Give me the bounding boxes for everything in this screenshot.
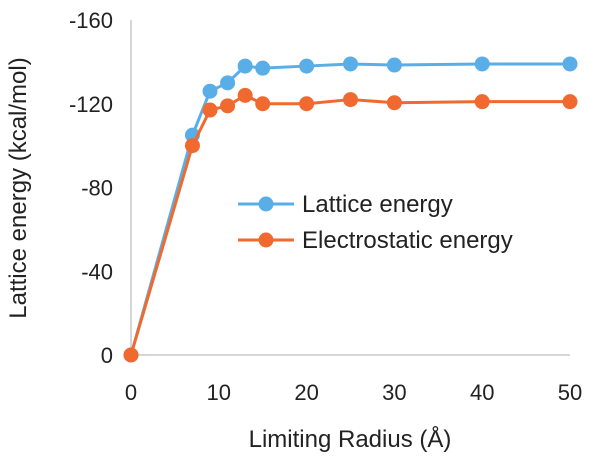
- series-line: [129, 93, 570, 356]
- data-point: [255, 60, 271, 76]
- data-point: [237, 58, 253, 74]
- legend-swatch-marker: [258, 196, 274, 212]
- y-tick-label: -160: [69, 8, 113, 33]
- data-point: [202, 83, 218, 99]
- data-point: [255, 96, 271, 112]
- data-point: [474, 94, 490, 110]
- data-point: [202, 102, 218, 118]
- data-point: [123, 347, 139, 363]
- y-axis-title: Lattice energy (kcal/mol): [5, 57, 32, 318]
- data-point: [474, 56, 490, 72]
- legend-item: Lattice energy: [238, 191, 453, 218]
- data-point: [386, 57, 402, 73]
- x-tick-label: 0: [125, 380, 137, 405]
- data-point: [299, 58, 315, 74]
- data-point: [299, 96, 315, 112]
- legend: Lattice energy Electrostatic energy: [238, 191, 513, 254]
- x-tick-label: 20: [294, 380, 318, 405]
- y-tick-label: -80: [81, 176, 113, 201]
- y-tick-label: -120: [69, 92, 113, 117]
- legend-item: Electrostatic energy: [238, 227, 513, 254]
- x-tick-label: 40: [470, 380, 494, 405]
- legend-label: Lattice energy: [302, 191, 453, 218]
- x-tick-label: 50: [558, 380, 582, 405]
- series-group: [123, 56, 578, 363]
- data-point: [184, 138, 200, 154]
- x-tick-label: 10: [207, 380, 231, 405]
- y-tick-label: -40: [81, 259, 113, 284]
- legend-label: Electrostatic energy: [302, 227, 513, 254]
- data-point: [237, 87, 253, 103]
- y-tick-label: 0: [101, 343, 113, 368]
- data-point: [220, 75, 236, 91]
- data-point: [343, 92, 358, 108]
- data-point: [562, 56, 578, 72]
- data-point: [343, 56, 358, 72]
- data-point: [562, 94, 578, 110]
- series-2: [123, 87, 578, 363]
- x-axis-title: Limiting Radius (Å): [249, 425, 452, 453]
- data-point: [220, 98, 236, 114]
- x-tick-label: 30: [382, 380, 406, 405]
- data-point: [386, 95, 402, 111]
- x-tick-labels: 0 10 20 30 40 50: [125, 380, 582, 405]
- y-tick-labels: 0 -40 -80 -120 -160: [69, 8, 113, 368]
- legend-swatch-marker: [258, 232, 274, 248]
